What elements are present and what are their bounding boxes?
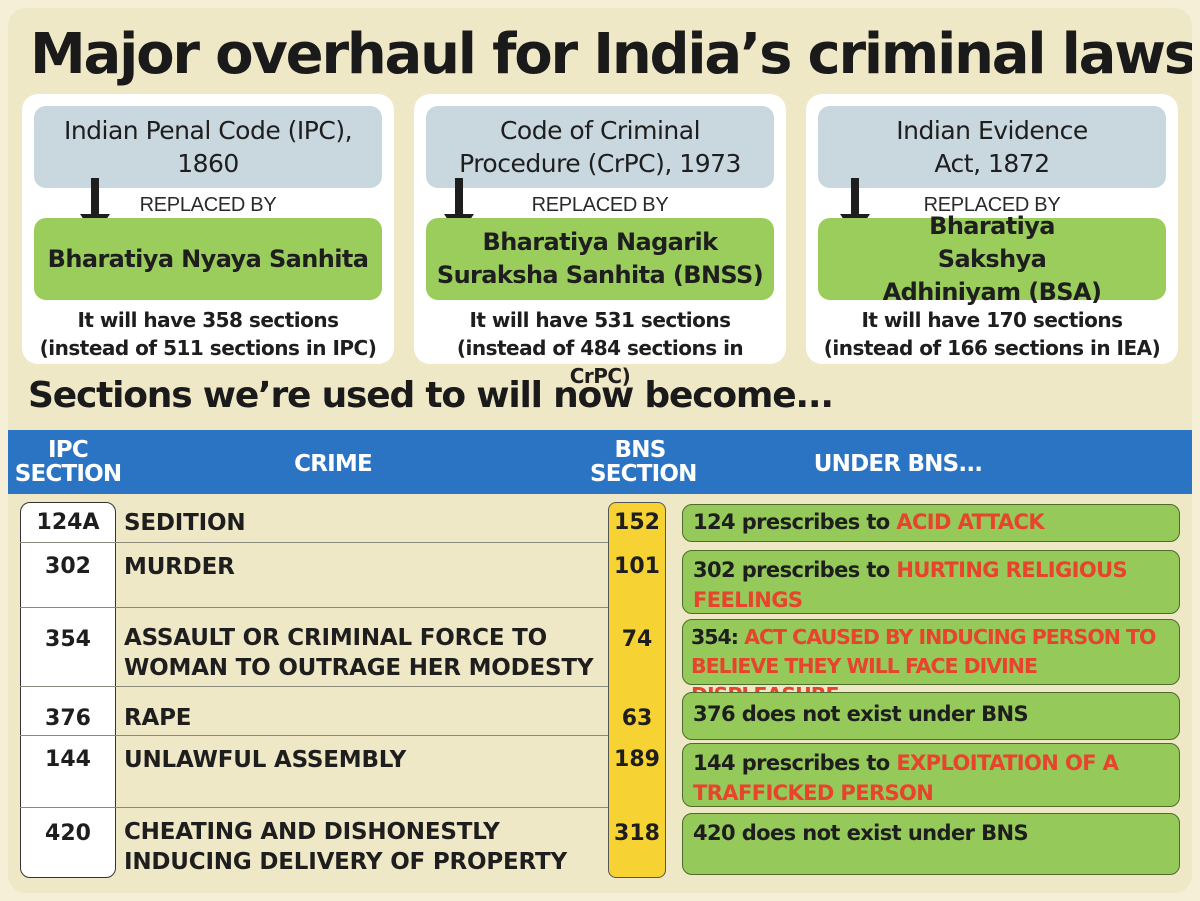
new-law-box: Bharatiya Sakshya Adhiniyam (BSA) (818, 212, 1166, 306)
under-bns-text: 420 does not exist under BNS (693, 821, 1029, 845)
sections-note: It will have 358 sections (instead of 51… (39, 308, 377, 360)
row-divider (116, 542, 608, 543)
ipc-section-cell: 354 (45, 627, 91, 652)
section-subtitle: Sections we’re used to will now become..… (28, 375, 834, 416)
sections-note: It will have 531 sections (instead of 48… (456, 308, 744, 388)
ipc-section-cell: 420 (45, 821, 91, 846)
crime-cell: UNLAWFUL ASSEMBLY (124, 747, 407, 773)
law-card-ipc: Indian Penal Code (IPC), 1860 REPLACED B… (22, 94, 394, 364)
replaced-by-label: REPLACED BY (531, 194, 669, 216)
ipc-section-cell: 144 (45, 747, 91, 772)
header-bns-section: BNS SECTION (590, 437, 697, 487)
under-bns-highlight: HURTING RELIGIOUS FEELINGS (693, 558, 1128, 612)
under-bns-highlight: EXPLOITATION OF A TRAFFICKED PERSON (693, 751, 1119, 805)
bns-section-cell: 63 (621, 706, 653, 731)
page-title: Major overhaul for India’s criminal laws (30, 22, 1192, 87)
bns-column (608, 502, 666, 878)
crime-cell: CHEATING AND DISHONESTLY INDUCING DELIVE… (124, 819, 567, 875)
new-law-box: Bharatiya Nyaya Sanhita (34, 218, 382, 300)
under-bns-text: 354: (691, 625, 745, 649)
bns-section-cell: 318 (614, 821, 660, 846)
row-divider (116, 607, 608, 608)
under-bns-cell: 144 prescribes to EXPLOITATION OF A TRAF… (682, 743, 1180, 807)
crime-cell: MURDER (124, 554, 235, 580)
header-crime: CRIME (294, 451, 373, 477)
law-card-crpc: Code of Criminal Procedure (CrPC), 1973 … (414, 94, 786, 388)
bns-section-cell: 101 (614, 554, 660, 579)
row-divider (116, 735, 608, 736)
crime-cell: SEDITION (124, 510, 246, 536)
replaced-by-label: REPLACED BY (923, 194, 1061, 216)
old-law-box: Code of Criminal Procedure (CrPC), 1973 (426, 106, 774, 188)
crime-cell: RAPE (124, 705, 192, 731)
new-law-box: Bharatiya Nagarik Suraksha Sanhita (BNSS… (426, 218, 774, 300)
ipc-section-cell: 124A (36, 510, 100, 535)
replaced-by-label: REPLACED BY (139, 194, 277, 216)
row-divider (20, 735, 116, 736)
row-divider (20, 542, 116, 543)
under-bns-cell: 420 does not exist under BNS (682, 813, 1180, 875)
header-ipc-section: IPC SECTION (14, 437, 122, 487)
header-under-bns: UNDER BNS... (813, 451, 983, 477)
bns-section-cell: 74 (621, 627, 653, 652)
ipc-column (20, 502, 116, 878)
row-divider (116, 807, 608, 808)
bns-section-cell: 152 (614, 510, 660, 535)
under-bns-cell: 376 does not exist under BNS (682, 692, 1180, 740)
bns-section-cell: 189 (614, 747, 660, 772)
old-law-box: Indian Penal Code (IPC), 1860 (34, 106, 382, 188)
sections-note: It will have 170 sections (instead of 16… (823, 308, 1161, 360)
row-divider (116, 686, 608, 687)
crime-cell: ASSAULT OR CRIMINAL FORCE TO WOMAN TO OU… (124, 625, 594, 681)
under-bns-text: 376 does not exist under BNS (693, 702, 1029, 726)
law-card-iea: Indian Evidence Act, 1872 REPLACED BY Bh… (806, 94, 1178, 364)
old-law-box: Indian Evidence Act, 1872 (818, 106, 1166, 188)
infographic: Major overhaul for India’s criminal laws… (8, 8, 1192, 893)
under-bns-text: 302 prescribes to (693, 558, 897, 582)
row-divider (20, 686, 116, 687)
ipc-section-cell: 376 (45, 706, 91, 731)
under-bns-cell: 354: ACT CAUSED BY INDUCING PERSON TO BE… (682, 619, 1180, 707)
under-bns-text: 124 prescribes to (693, 510, 897, 534)
ipc-section-cell: 302 (45, 554, 91, 579)
table-header: IPC SECTION CRIME BNS SECTION UNDER BNS.… (8, 430, 1192, 494)
under-bns-cell: 124 prescribes to ACID ATTACK (682, 504, 1180, 542)
row-divider (20, 607, 116, 608)
under-bns-highlight: ACID ATTACK (896, 510, 1045, 534)
under-bns-text: 144 prescribes to (693, 751, 897, 775)
row-divider (20, 807, 116, 808)
under-bns-cell: 302 prescribes to HURTING RELIGIOUS FEEL… (682, 550, 1180, 614)
